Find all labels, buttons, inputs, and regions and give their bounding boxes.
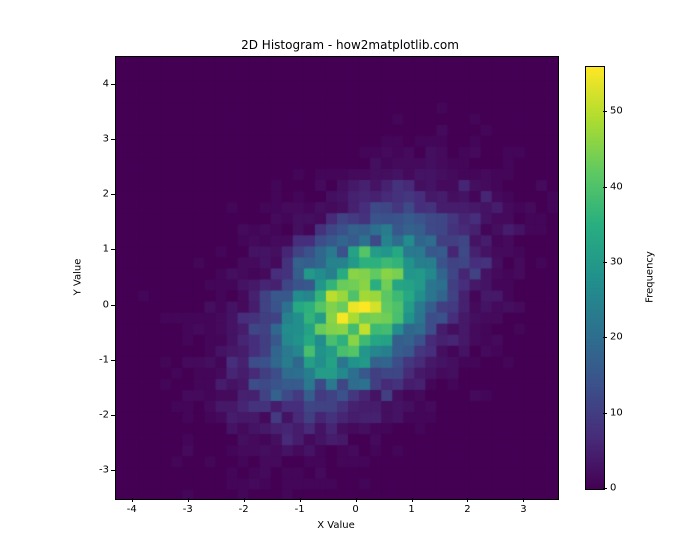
y-tick-label: 2 [89,189,109,200]
y-tick-label: -2 [89,410,109,421]
y-tick-label: -3 [89,465,109,476]
colorbar-tick-label: 30 [610,256,623,267]
colorbar-tick-mark [603,488,607,489]
colorbar-tick-label: 50 [610,106,623,117]
y-tick-mark [111,360,115,361]
colorbar-label: Frequency [644,66,656,488]
figure: 2D Histogram - how2matplotlib.com X Valu… [0,0,700,560]
colorbar-tick-mark [603,337,607,338]
y-tick-mark [111,470,115,471]
colorbar-tick-mark [603,187,607,188]
colorbar-tick-label: 40 [610,181,623,192]
x-tick-label: -3 [183,504,193,515]
colorbar-tick-mark [603,262,607,263]
x-axis-label: X Value [115,520,557,531]
colorbar [585,66,605,490]
colorbar-tick-mark [603,413,607,414]
colorbar-tick-label: 0 [610,483,616,494]
colorbar-canvas [586,67,604,489]
colorbar-tick-mark [603,111,607,112]
y-tick-label: 4 [89,78,109,89]
y-tick-mark [111,249,115,250]
x-tick-label: -1 [295,504,305,515]
x-tick-mark [300,498,301,502]
x-tick-mark [132,498,133,502]
x-tick-mark [188,498,189,502]
x-tick-label: 1 [408,504,414,515]
x-tick-label: -4 [127,504,137,515]
x-tick-label: 2 [464,504,470,515]
y-tick-mark [111,305,115,306]
x-tick-mark [523,498,524,502]
colorbar-tick-label: 10 [610,407,623,418]
y-tick-label: 1 [89,244,109,255]
x-tick-label: 0 [352,504,358,515]
y-axis-label: Y Value [72,56,84,498]
y-tick-mark [111,84,115,85]
y-tick-mark [111,415,115,416]
x-tick-mark [467,498,468,502]
y-tick-mark [111,139,115,140]
chart-title: 2D Histogram - how2matplotlib.com [0,38,700,52]
x-tick-mark [244,498,245,502]
x-tick-label: -2 [239,504,249,515]
x-tick-label: 3 [520,504,526,515]
y-tick-label: -1 [89,354,109,365]
heatmap-canvas [116,57,558,499]
y-tick-mark [111,194,115,195]
y-tick-label: 3 [89,133,109,144]
x-tick-mark [412,498,413,502]
colorbar-tick-label: 20 [610,332,623,343]
x-tick-mark [356,498,357,502]
plot-area [115,56,559,500]
y-tick-label: 0 [89,299,109,310]
